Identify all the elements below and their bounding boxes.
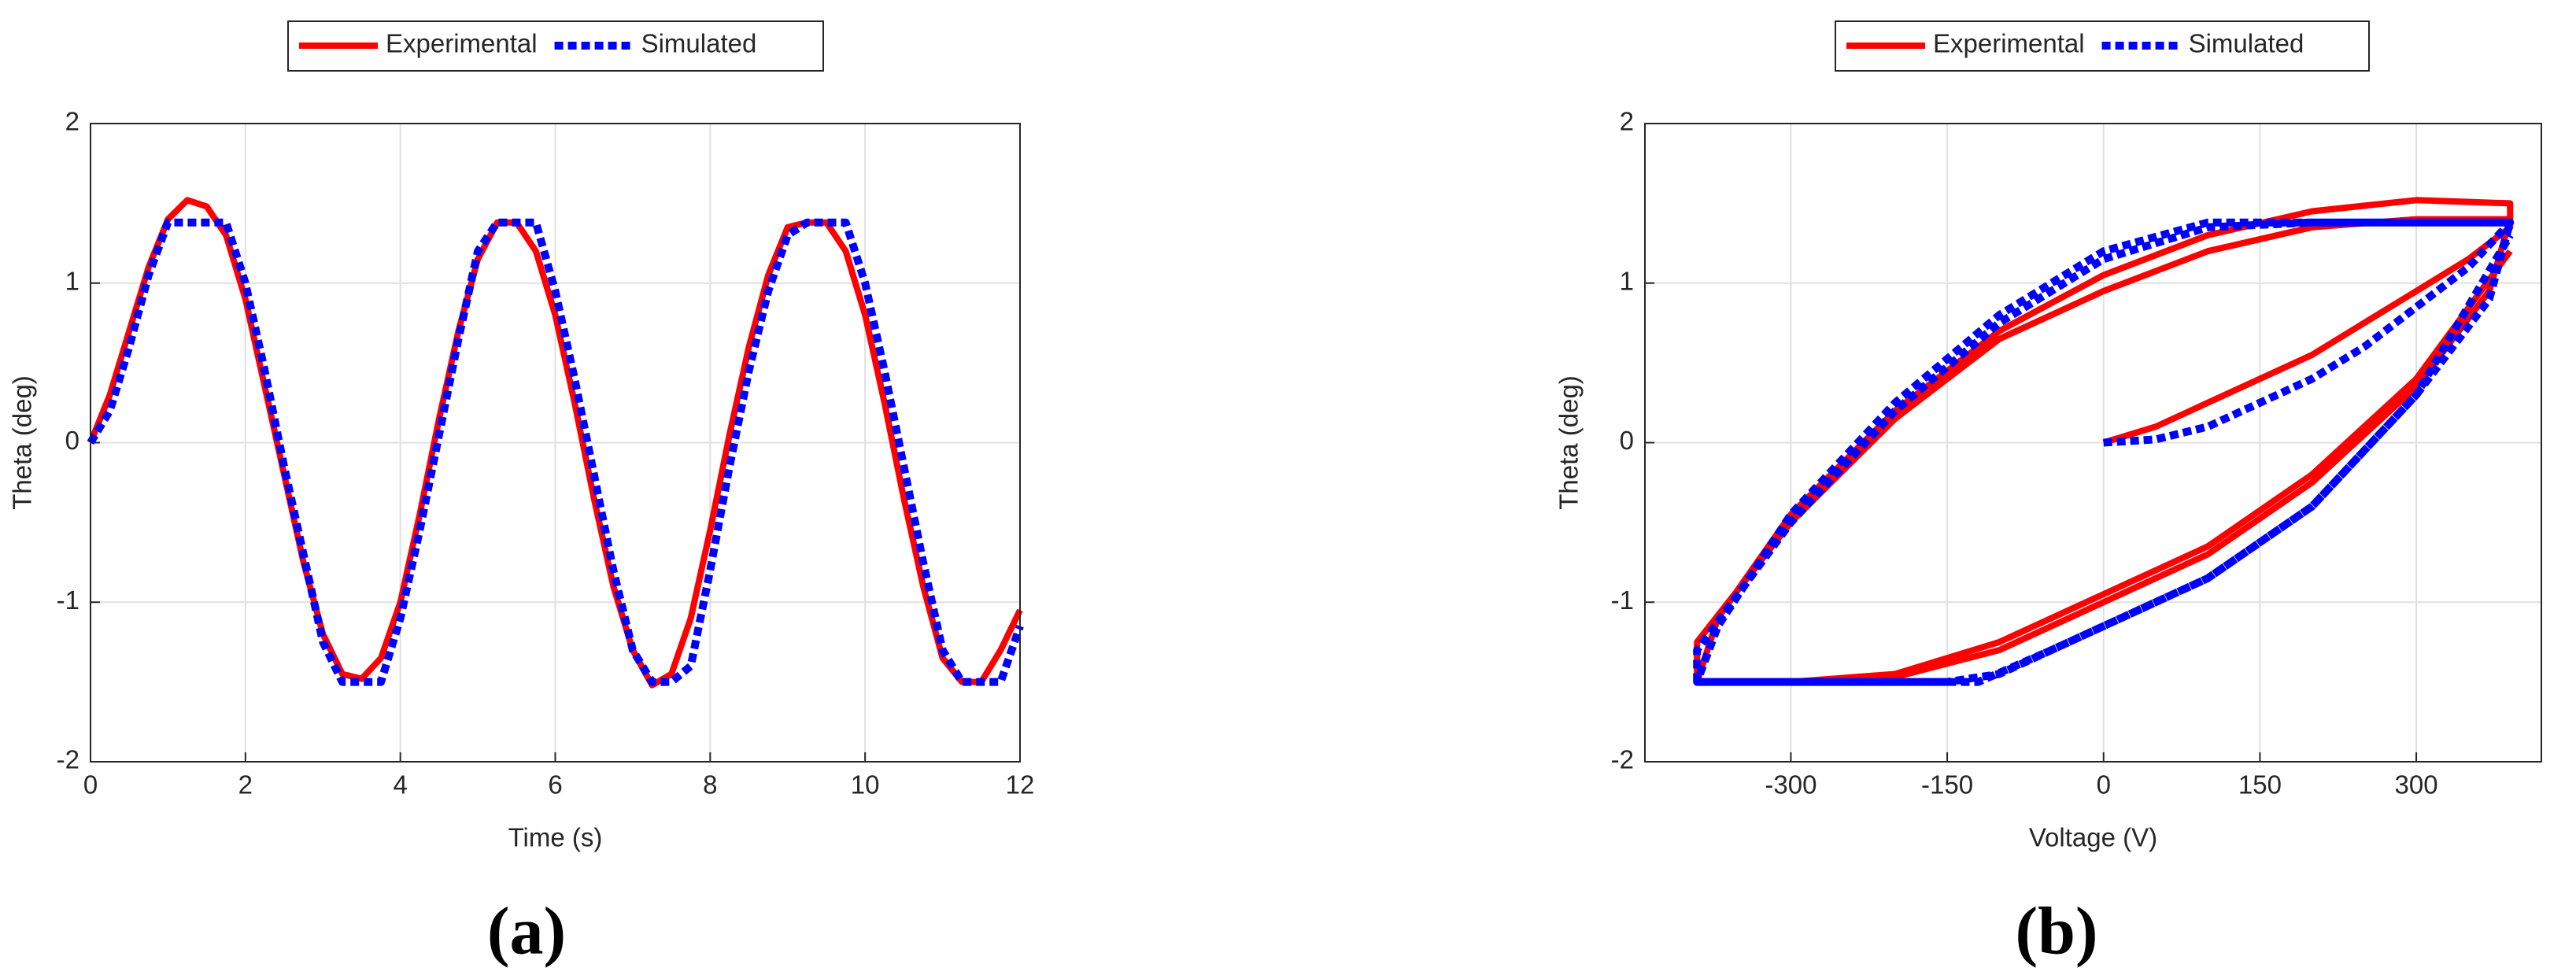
x-tick-label: -150 — [1921, 770, 1973, 800]
x-tick-label: 6 — [548, 770, 562, 800]
legend-label: Experimental — [1933, 29, 2085, 58]
data-line — [87, 197, 1023, 689]
y-tick-label: -1 — [1611, 585, 1634, 615]
y-axis-label: Theta (deg) — [1554, 375, 1584, 510]
x-tick-label: 12 — [1006, 770, 1035, 800]
x-tick-label: 8 — [703, 770, 717, 800]
axes-box — [90, 123, 1021, 763]
legend-label: Experimental — [386, 29, 538, 58]
y-tick-label: -2 — [1611, 745, 1634, 774]
panel-label: (a) — [487, 893, 566, 969]
y-tick-label: 1 — [1620, 266, 1634, 295]
y-axis-label: Theta (deg) — [8, 375, 37, 510]
panel-label: (b) — [2015, 893, 2097, 969]
x-tick-label: 300 — [2395, 770, 2438, 800]
y-tick-label: 2 — [1620, 107, 1634, 136]
legend: Experimental Simulated — [287, 20, 824, 72]
y-tick-label: 1 — [65, 266, 79, 295]
data-line — [87, 218, 1024, 686]
x-tick-label: 2 — [238, 770, 253, 800]
y-tick-label: -2 — [57, 745, 79, 774]
legend: Experimental Simulated — [1835, 20, 2370, 72]
data-line — [1693, 218, 2515, 686]
y-tick-label: -1 — [57, 585, 79, 615]
legend-label: Simulated — [641, 29, 757, 58]
x-tick-label: -300 — [1765, 770, 1817, 800]
y-tick-label: 2 — [65, 107, 79, 136]
legend-label: Simulated — [2189, 29, 2304, 58]
x-axis-label: Time (s) — [508, 823, 603, 852]
x-tick-label: 10 — [851, 770, 880, 800]
x-axis-label: Voltage (V) — [2029, 823, 2157, 852]
x-tick-label: 0 — [2097, 770, 2111, 800]
y-tick-label: 0 — [65, 426, 79, 455]
axes-box — [1644, 123, 2542, 763]
y-tick-label: 0 — [1620, 426, 1634, 455]
x-tick-label: 150 — [2238, 770, 2282, 800]
x-tick-label: 0 — [83, 770, 98, 800]
x-tick-label: 4 — [393, 770, 407, 800]
